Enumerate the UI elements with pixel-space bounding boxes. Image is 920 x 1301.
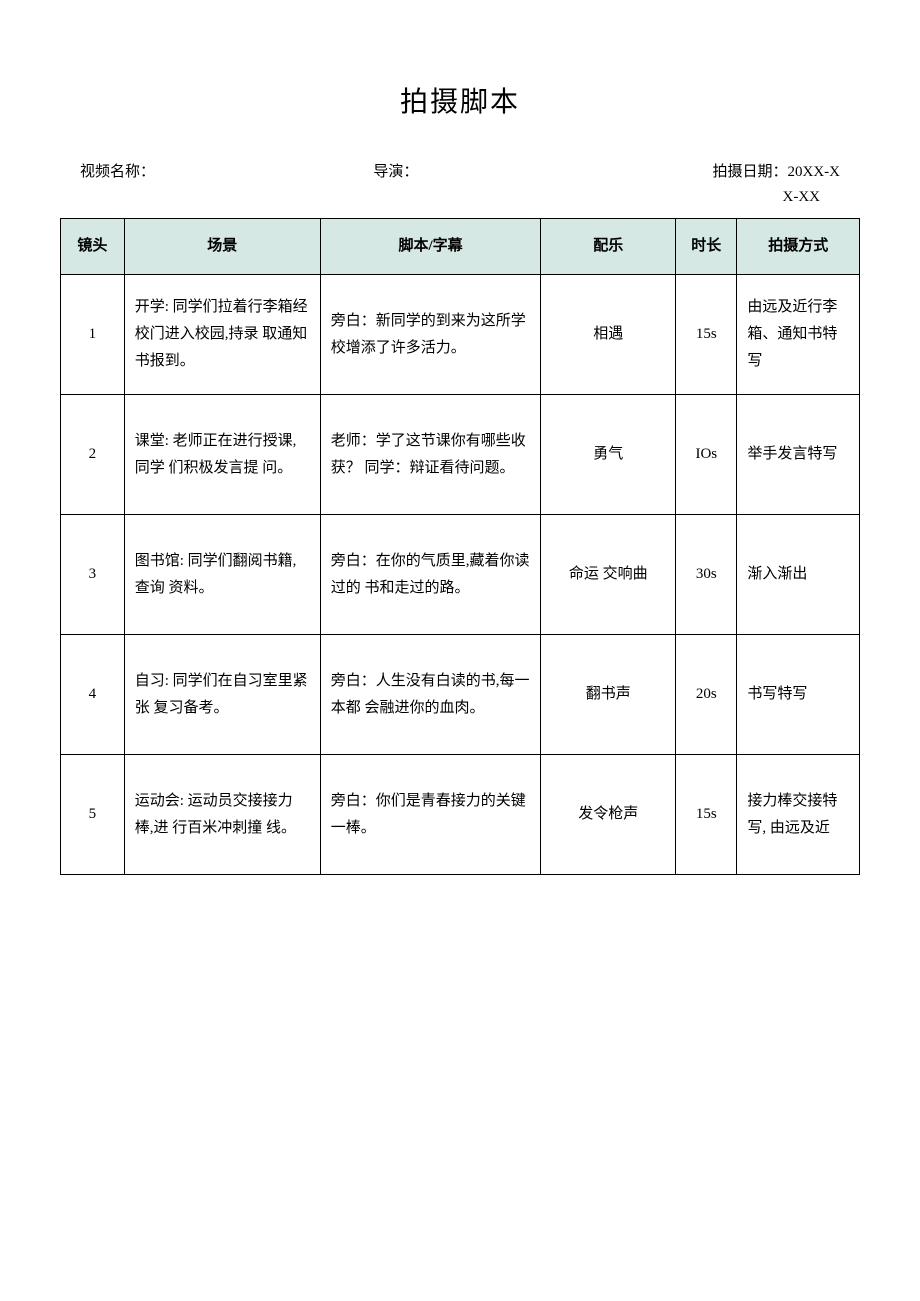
date-value-line2: X-XX: [60, 189, 860, 206]
cell-method: 接力棒交接特写, 由远及近: [737, 755, 860, 875]
cell-scene: 自习: 同学们在自习室里紧张 复习备考。: [124, 635, 320, 755]
cell-music: 命运 交响曲: [541, 515, 676, 635]
meta-row: 视频名称： 导演： 拍摄日期：20XX-X: [60, 160, 860, 181]
cell-scene: 开学: 同学们拉着行李箱经校门进入校园,持录 取通知书报到。: [124, 275, 320, 395]
cell-music: 相遇: [541, 275, 676, 395]
table-row: 2 课堂: 老师正在进行授课,同学 们积极发言提 问。 老师：学了这节课你有哪些…: [61, 395, 860, 515]
col-header-music: 配乐: [541, 219, 676, 275]
cell-script: 旁白：新同学的到来为这所学校增添了许多活力。: [320, 275, 541, 395]
cell-shot: 1: [61, 275, 125, 395]
col-header-method: 拍摄方式: [737, 219, 860, 275]
cell-method: 书写特写: [737, 635, 860, 755]
col-header-script: 脚本/字幕: [320, 219, 541, 275]
date-label: 拍摄日期：: [712, 164, 787, 180]
cell-shot: 3: [61, 515, 125, 635]
col-header-duration: 时长: [676, 219, 737, 275]
page-title: 拍摄脚本: [60, 80, 860, 120]
cell-music: 勇气: [541, 395, 676, 515]
cell-shot: 4: [61, 635, 125, 755]
col-header-shot: 镜头: [61, 219, 125, 275]
cell-shot: 5: [61, 755, 125, 875]
cell-scene: 课堂: 老师正在进行授课,同学 们积极发言提 问。: [124, 395, 320, 515]
cell-duration: IOs: [676, 395, 737, 515]
cell-duration: 20s: [676, 635, 737, 755]
cell-script: 旁白：在你的气质里,藏着你读过的 书和走过的路。: [320, 515, 541, 635]
cell-shot: 2: [61, 395, 125, 515]
table-body: 1 开学: 同学们拉着行李箱经校门进入校园,持录 取通知书报到。 旁白：新同学的…: [61, 275, 860, 875]
cell-scene: 图书馆: 同学们翻阅书籍,查询 资料。: [124, 515, 320, 635]
cell-scene: 运动会: 运动员交接接力棒,进 行百米冲刺撞 线。: [124, 755, 320, 875]
cell-method: 举手发言特写: [737, 395, 860, 515]
date-field: 拍摄日期：20XX-X: [607, 160, 840, 181]
table-row: 1 开学: 同学们拉着行李箱经校门进入校园,持录 取通知书报到。 旁白：新同学的…: [61, 275, 860, 395]
cell-script: 老师：学了这节课你有哪些收获？ 同学：辩证看待问题。: [320, 395, 541, 515]
cell-music: 翻书声: [541, 635, 676, 755]
table-header-row: 镜头 场景 脚本/字幕 配乐 时长 拍摄方式: [61, 219, 860, 275]
video-name-label: 视频名称：: [80, 160, 313, 181]
cell-duration: 15s: [676, 275, 737, 395]
table-row: 4 自习: 同学们在自习室里紧张 复习备考。 旁白：人生没有白读的书,每一本都 …: [61, 635, 860, 755]
director-label: 导演：: [313, 160, 606, 181]
col-header-scene: 场景: [124, 219, 320, 275]
table-row: 5 运动会: 运动员交接接力棒,进 行百米冲刺撞 线。 旁白：你们是青春接力的关…: [61, 755, 860, 875]
cell-duration: 15s: [676, 755, 737, 875]
cell-method: 由远及近行李箱、通知书特写: [737, 275, 860, 395]
table-row: 3 图书馆: 同学们翻阅书籍,查询 资料。 旁白：在你的气质里,藏着你读过的 书…: [61, 515, 860, 635]
cell-script: 旁白：人生没有白读的书,每一本都 会融进你的血肉。: [320, 635, 541, 755]
script-table: 镜头 场景 脚本/字幕 配乐 时长 拍摄方式 1 开学: 同学们拉着行李箱经校门…: [60, 218, 860, 875]
cell-script: 旁白：你们是青春接力的关键一棒。: [320, 755, 541, 875]
cell-music: 发令枪声: [541, 755, 676, 875]
cell-duration: 30s: [676, 515, 737, 635]
date-value: 20XX-X: [787, 164, 840, 180]
cell-method: 渐入渐出: [737, 515, 860, 635]
